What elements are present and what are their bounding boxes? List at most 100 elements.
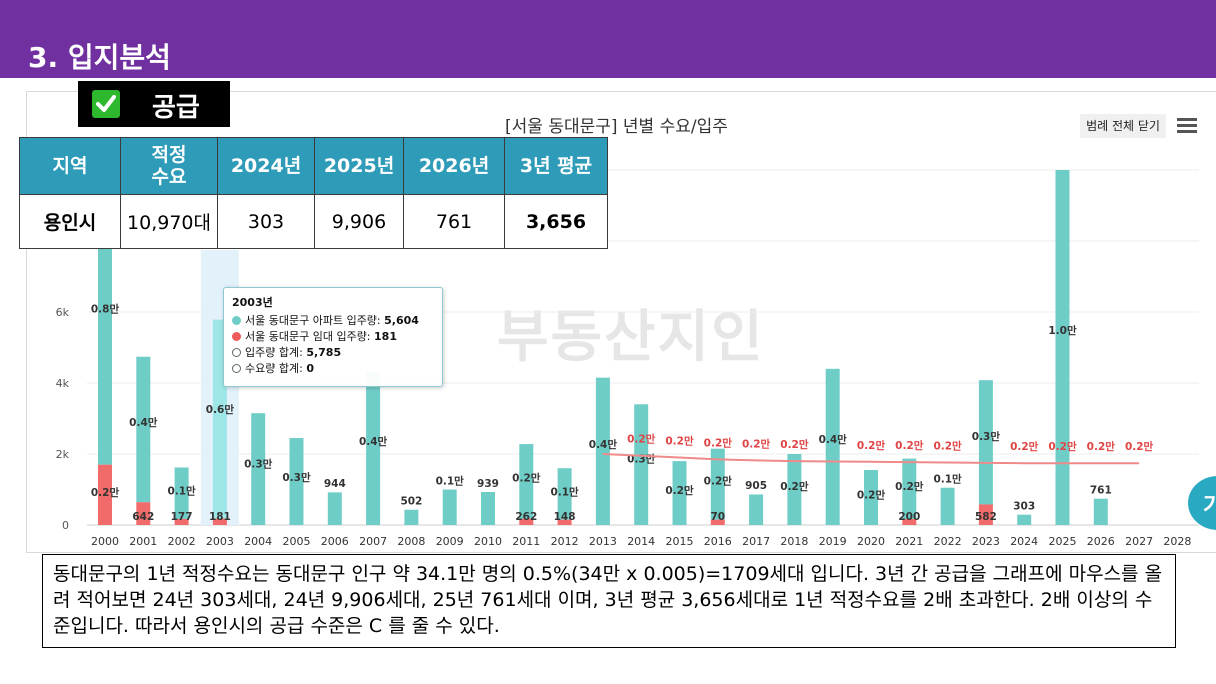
- x-tick-label: 2026: [1087, 535, 1115, 548]
- bar-apartment-2000: [98, 180, 112, 465]
- x-tick-label: 2013: [589, 535, 617, 548]
- bar-apartment-2018: [787, 454, 802, 525]
- x-tick-label: 2020: [857, 535, 885, 548]
- bar-apartment-2011: [519, 444, 534, 519]
- demand-value-label: 0.2만: [665, 435, 694, 448]
- x-tick-label: 2018: [780, 535, 808, 548]
- header-bar: 3. 입지분석: [0, 0, 1216, 78]
- header-region: 지역: [19, 137, 121, 195]
- x-tick-label: 2001: [129, 535, 157, 548]
- red-dot-icon: [232, 332, 241, 341]
- bar-value-label: 0.4만: [129, 416, 158, 429]
- bar-apartment-2005: [289, 438, 304, 525]
- y-tick-label: 0: [62, 519, 69, 532]
- bar-value-label: 1.0만: [1048, 324, 1077, 337]
- demand-value-label: 0.2만: [742, 437, 771, 450]
- bar-value-label: 502: [400, 496, 422, 508]
- ring-icon: [232, 364, 241, 373]
- x-tick-label: 2007: [359, 535, 387, 548]
- bar-apartment-2006: [327, 492, 342, 525]
- bar-apartment-2008: [404, 509, 419, 525]
- x-tick-label: 2000: [91, 535, 119, 548]
- bar-value-label: 0.4만: [819, 433, 848, 446]
- x-tick-label: 2023: [972, 535, 1000, 548]
- watermark-logo: 부동산지인: [497, 305, 765, 370]
- tooltip-row-apartment: 서울 동대문구 아파트 입주량: 5,604: [232, 312, 419, 328]
- bar-apartment-2014: [634, 404, 649, 525]
- rental-value-label: 582: [975, 511, 997, 523]
- x-tick-label: 2004: [244, 535, 272, 548]
- x-tick-label: 2024: [1010, 535, 1038, 548]
- x-tick-label: 2016: [704, 535, 732, 548]
- rental-value-label: 70: [710, 511, 725, 523]
- bar-rental-2011: [519, 518, 534, 525]
- ring-icon: [232, 348, 241, 357]
- header-demand: 적정 수요: [120, 137, 218, 195]
- x-tick-label: 2014: [627, 535, 655, 548]
- rental-value-label: 181: [209, 511, 231, 523]
- bar-value-label: 944: [324, 478, 346, 490]
- bar-apartment-2017: [749, 494, 764, 525]
- analysis-note-text: 동대문구의 1년 적정수요는 동대문구 인구 약 34.1만 명의 0.5%(3…: [53, 563, 1163, 637]
- bar-rental-2000: [98, 464, 112, 525]
- x-tick-label: 2009: [436, 535, 464, 548]
- y-tick-label: 2k: [56, 448, 70, 461]
- x-tick-label: 2027: [1125, 535, 1153, 548]
- teal-dot-icon: [232, 316, 241, 325]
- supply-badge: 공급: [78, 81, 230, 127]
- y-tick-label: 4k: [56, 377, 70, 390]
- bar-apartment-2016: [710, 448, 725, 520]
- x-tick-label: 2005: [283, 535, 311, 548]
- bar-value-label: 761: [1090, 485, 1112, 497]
- table-header-row: 지역 적정 수요 2024년 2025년 2026년 3년 평균: [19, 137, 608, 195]
- header-3yr-average: 3년 평균: [504, 137, 608, 195]
- cell-demand: 10,970대: [120, 194, 218, 249]
- rental-value-label: 200: [898, 511, 920, 523]
- bar-value-label: 0.3만: [972, 430, 1001, 443]
- x-tick-label: 2028: [1163, 535, 1191, 548]
- bar-value-label: 0.8만: [91, 302, 120, 315]
- bar-apartment-2015: [672, 461, 687, 525]
- side-button-label: 가: [1203, 494, 1216, 519]
- x-tick-label: 2015: [666, 535, 694, 548]
- rental-value-label: 177: [171, 511, 193, 523]
- bar-rental-2021: [902, 518, 917, 525]
- bar-apartment-2013: [595, 377, 610, 525]
- supply-label: 공급: [152, 93, 200, 123]
- bar-value-label: 0.2만: [512, 472, 541, 485]
- bar-value-label: 939: [477, 478, 499, 490]
- bar-value-label: 0.2만: [857, 489, 886, 502]
- bar-value-label: 0.2만: [665, 484, 694, 497]
- legend-toggle-button[interactable]: 범례 전체 닫기: [1080, 114, 1166, 138]
- bar-apartment-2023: [978, 380, 993, 505]
- x-tick-label: 2022: [934, 535, 962, 548]
- analysis-note-box: 동대문구의 1년 적정수요는 동대문구 인구 약 34.1만 명의 0.5%(3…: [42, 554, 1176, 648]
- bar-value-label: 0.1만: [436, 474, 465, 487]
- bar-apartment-2009: [442, 489, 457, 525]
- x-tick-label: 2003: [206, 535, 234, 548]
- table-row: 용인시 10,970대 303 9,906 761 3,656: [19, 194, 608, 249]
- bar-value-label: 0.3만: [244, 457, 273, 470]
- bar-value-label: 0.2만: [780, 480, 809, 493]
- cell-2025: 9,906: [314, 194, 404, 249]
- bar-apartment-2001: [136, 356, 151, 503]
- bar-rental-2003: [212, 518, 227, 525]
- tooltip-row-rental: 서울 동대문구 임대 입주량: 181: [232, 328, 397, 344]
- demand-value-label: 0.2만: [933, 439, 962, 452]
- rental-value-label: 148: [554, 511, 576, 523]
- bar-value-label: 0.6만: [206, 403, 235, 416]
- cell-2024: 303: [217, 194, 315, 249]
- cell-region: 용인시: [19, 194, 121, 249]
- bar-chart: 0 2k 4k 6k 2000 2001 2002 2003 2004 2005 2006 2007 2…: [56, 169, 1199, 548]
- bar-apartment-2024: [1017, 514, 1032, 525]
- x-tick-label: 2008: [397, 535, 425, 548]
- demand-value-label: 0.2만: [1010, 440, 1039, 453]
- rental-value-label: 642: [132, 511, 154, 523]
- x-tick-label: 2010: [474, 535, 502, 548]
- hamburger-menu-icon[interactable]: [1177, 118, 1197, 134]
- bar-apartment-2026: [1093, 498, 1108, 525]
- bar-value-label: 0.1만: [167, 485, 196, 498]
- tooltip-row-demand-total: 수요량 합계: 0: [232, 360, 314, 376]
- bar-apartment-2004: [251, 413, 266, 525]
- bar-value-label: 0.3만: [282, 471, 311, 484]
